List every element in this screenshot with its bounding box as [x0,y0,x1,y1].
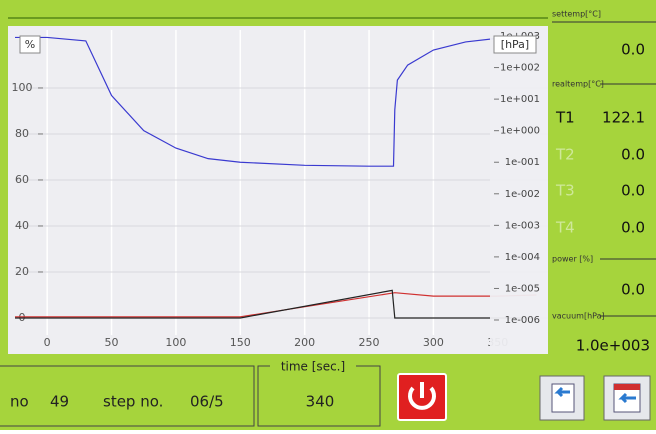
value: 0.0 [621,219,645,237]
list-button[interactable] [540,376,584,420]
y2-tick-label: 1e-003 [505,220,540,231]
no-label: no [10,393,29,411]
value: 0.0 [621,281,645,299]
y-tick-label: 20 [15,265,29,278]
label: power [%] [552,255,593,264]
y2-tick-label: 1e-006 [505,315,540,326]
y2-tick-label: 1e-001 [505,157,540,168]
y2-tick-label: 1e+000 [500,126,540,137]
value: 0.0 [621,182,645,200]
power-button[interactable] [398,374,446,420]
x-tick-label: 300 [423,336,444,349]
exit-button[interactable] [604,376,650,420]
y-tick-label: 60 [15,173,29,186]
value: 1.0e+003 [576,337,650,355]
no-value: 49 [50,393,69,411]
label: realtemp[°C] [552,80,604,89]
y-tick-label: 100 [12,81,33,94]
temp-name: T4 [555,219,575,237]
value: 0.0 [621,41,645,59]
y2-tick-label: 1e-002 [505,189,540,200]
x-tick-label: 0 [44,336,51,349]
value: 122.1 [602,109,645,127]
y2-tick-label: 1e-004 [505,252,540,263]
label: vacuum[hPa] [552,312,605,321]
icon [552,384,574,412]
y2-label: [hPa] [501,38,529,51]
y2-tick-label: 1e+001 [500,94,540,105]
value: 0.0 [621,146,645,164]
temp-name: T1 [555,109,575,127]
x-tick-label: 250 [359,336,380,349]
y-label: % [25,38,35,51]
x-tick-label: 100 [165,336,186,349]
step-value: 06/5 [190,393,224,411]
time-label: time [sec.] [281,360,345,374]
x-tick-label: 150 [230,336,251,349]
icon [614,384,640,390]
y2-tick-label: 1e+002 [500,63,540,74]
plot-area [8,26,548,354]
temp-name: T2 [555,146,575,164]
y2-tick-label: 1e-005 [505,283,540,294]
y-tick-label: 40 [15,219,29,232]
temp-name: T3 [555,182,575,200]
x-tick-label: 200 [294,336,315,349]
step-label: step no. [103,393,163,411]
y-tick-label: 80 [15,127,29,140]
x-tick-label: 50 [105,336,119,349]
screen: 050100150200250300350020406080100 1e+003… [0,0,656,430]
time-value: 340 [306,393,335,411]
label: settemp[°C] [552,10,601,19]
